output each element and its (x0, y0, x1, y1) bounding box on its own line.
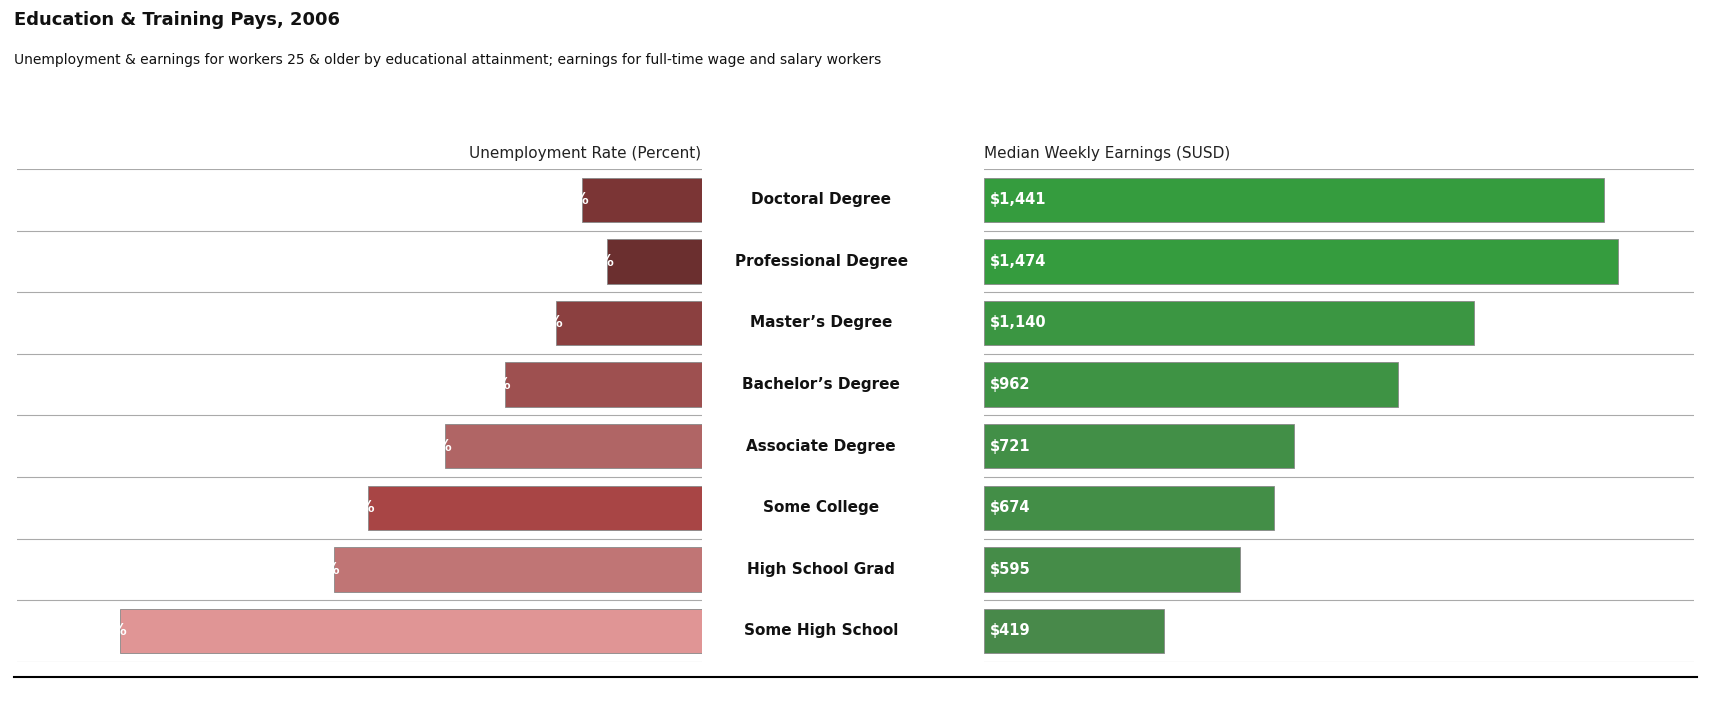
Text: $1,474: $1,474 (991, 254, 1047, 269)
Bar (984, 547, 1240, 591)
Text: Median Weekly Earnings (SUSD): Median Weekly Earnings (SUSD) (984, 146, 1230, 161)
Text: 2.3%: 2.3% (471, 377, 512, 392)
Text: $419: $419 (991, 624, 1032, 639)
Bar (582, 177, 702, 222)
Bar (984, 424, 1294, 468)
Text: 4.3%: 4.3% (299, 562, 340, 577)
Bar (984, 301, 1475, 345)
Text: Master’s Degree: Master’s Degree (749, 315, 893, 330)
Text: Doctoral Degree: Doctoral Degree (751, 192, 891, 207)
Bar (984, 239, 1619, 284)
Bar (556, 301, 702, 345)
Text: $595: $595 (991, 562, 1032, 577)
Text: Some College: Some College (763, 501, 879, 515)
Text: 3.9%: 3.9% (334, 501, 375, 515)
Text: 1.1%: 1.1% (573, 254, 614, 269)
Bar (984, 486, 1275, 530)
Text: Some High School: Some High School (744, 624, 898, 639)
Bar (984, 609, 1163, 653)
Text: Unemployment Rate (Percent): Unemployment Rate (Percent) (469, 146, 702, 161)
Text: 3.0%: 3.0% (411, 439, 452, 453)
Bar (984, 177, 1603, 222)
Bar (120, 609, 702, 653)
Text: $674: $674 (991, 501, 1030, 515)
Bar (368, 486, 702, 530)
Text: $962: $962 (991, 377, 1030, 392)
Text: Associate Degree: Associate Degree (746, 439, 897, 453)
Text: Professional Degree: Professional Degree (734, 254, 909, 269)
Text: $721: $721 (991, 439, 1032, 453)
Bar (445, 424, 702, 468)
Text: Education & Training Pays, 2006: Education & Training Pays, 2006 (14, 11, 340, 29)
Bar (607, 239, 702, 284)
Text: High School Grad: High School Grad (748, 562, 895, 577)
Text: Bachelor’s Degree: Bachelor’s Degree (743, 377, 900, 392)
Bar (505, 363, 702, 407)
Text: 6.8%: 6.8% (86, 624, 127, 639)
Bar (334, 547, 702, 591)
Text: Unemployment & earnings for workers 25 & older by educational attainment; earnin: Unemployment & earnings for workers 25 &… (14, 53, 881, 67)
Text: $1,140: $1,140 (991, 315, 1047, 330)
Text: 1.4%: 1.4% (548, 192, 589, 207)
Text: $1,441: $1,441 (991, 192, 1047, 207)
Bar (984, 363, 1398, 407)
Text: 1.7%: 1.7% (522, 315, 563, 330)
